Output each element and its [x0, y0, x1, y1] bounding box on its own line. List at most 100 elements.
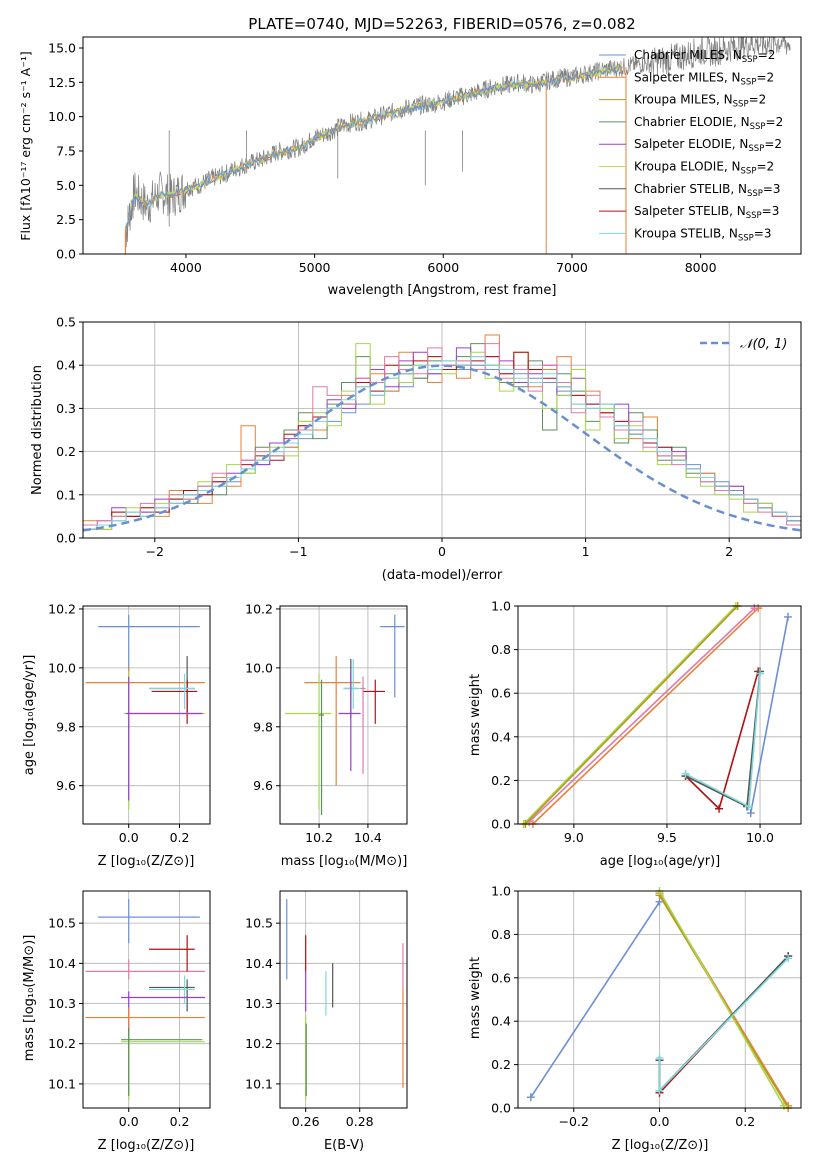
spectrum-xtick-label-2: 6000: [427, 260, 459, 275]
weight-vs-z-xtick-label-0: −0.2: [559, 1114, 589, 1129]
residuals-panel: −2 −1 0 1 2 0.0 0.1 0.2 0.3 0.4 0.5 (data-model)/e…: [30, 315, 802, 583]
mass-vs-z-ytick-label-3: 10.4: [48, 956, 76, 971]
residuals-xtick-label-2: 0: [438, 544, 446, 559]
mass-vs-z-plot-area: 0.0 0.2 10.1 10.2 10.3 10.4 10.5: [48, 890, 211, 1129]
residuals-ytick-label-0: 0.0: [56, 531, 76, 546]
weight-vs-age-xtick-label-0: 9.0: [564, 830, 584, 845]
weight-vs-age-marker-5-1: [715, 804, 724, 813]
residuals-plot-area: [82, 322, 802, 538]
age-vs-z-xtick-label-1: 0.2: [170, 830, 190, 845]
residuals-ytick-label-5: 0.5: [56, 315, 76, 330]
spectrum-ytick-label-2: 5.0: [56, 178, 76, 193]
residuals-xtick-label-4: 2: [725, 544, 733, 559]
mass-vs-ebv-xlabel: E(B-V): [324, 1138, 364, 1153]
spectrum-ylabel: Flux [fλ10⁻¹⁷ erg cm⁻² s⁻¹ A⁻¹]: [18, 51, 33, 240]
residuals-normal-curve: [82, 364, 802, 532]
weight-vs-z-ylabel: mass weight: [468, 957, 483, 1039]
residuals-hist-7: [83, 356, 801, 530]
mass-vs-z-xtick-label-1: 0.2: [170, 1114, 190, 1129]
weight-vs-age-ytick-label-4: 0.8: [491, 642, 511, 657]
weight-vs-z-ytick-label-0: 0.0: [491, 1101, 511, 1116]
residuals-xtick-label-3: 1: [582, 544, 590, 559]
spectrum-xtick-label-4: 8000: [685, 260, 717, 275]
age-vs-mass-ytick-label-0: 9.6: [253, 778, 273, 793]
age-vs-z-ylabel: age [log₁₀(age/yr)]: [22, 655, 37, 776]
weight-vs-age-ytick-label-5: 1.0: [491, 599, 511, 614]
mass-vs-z-xtick-label-0: 0.0: [119, 1114, 139, 1129]
mass-vs-z-ytick-label-1: 10.2: [48, 1036, 76, 1051]
weight-vs-age-frame: [517, 605, 802, 825]
weight-vs-age-marker-7-1: [744, 802, 753, 811]
spectrum-ytick-label-3: 7.5: [56, 143, 76, 158]
spectrum-xtick-label-1: 5000: [299, 260, 331, 275]
spectrum-plot-area: [124, 37, 791, 254]
spectrum-ticks: 4000 5000 6000 7000 8000 0.0 2.5 5.0 7.5 10.0 12.5…: [48, 40, 716, 275]
weight-vs-age-marker-7-2: [756, 669, 765, 678]
spectrum-legend-label-5: Kroupa ELODIE, NSSP=2: [634, 160, 774, 177]
mass-vs-ebv-ytick-label-4: 10.5: [245, 916, 273, 931]
age-vs-mass-xtick-label-1: 10.4: [354, 830, 382, 845]
mass-vs-ebv-panel: 0.26 0.28 10.1 10.2 10.3 10.4 10.5 E(B-V): [245, 890, 408, 1153]
mass-vs-z-panel: 0.0 0.2 10.1 10.2 10.3 10.4 10.5 Z [log₁₀(Z/Z⊙…: [22, 890, 211, 1153]
residuals-hist-6: [83, 343, 801, 526]
mass-vs-ebv-ytick-label-2: 10.3: [245, 996, 273, 1011]
weight-vs-age-ylabel: mass weight: [468, 674, 483, 756]
spectrum-legend-label-3: Chabrier ELODIE, NSSP=2: [634, 115, 783, 132]
mass-vs-ebv-ytick-label-3: 10.4: [245, 956, 273, 971]
spectrum-legend: Chabrier MILES, NSSP=2 Salpeter MILES, NS…: [599, 48, 783, 243]
weight-vs-age-ytick-label-1: 0.2: [491, 773, 511, 788]
age-vs-mass-ytick-label-3: 10.2: [245, 601, 273, 616]
spectrum-legend-label-2: Kroupa MILES, NSSP=2: [634, 93, 766, 110]
weight-vs-age-line-1: [532, 607, 759, 825]
spectrum-legend-label-6: Chabrier STELIB, NSSP=3: [634, 182, 781, 199]
weight-vs-z-xlabel: Z [log₁₀(Z/Z⊙)]: [612, 1138, 709, 1153]
weight-vs-age-panel: 9.0 9.5 10.0 0.0 0.2 0.4 0.6 0.8 1.0 age [log₁₀(…: [468, 599, 802, 869]
mass-vs-ebv-ytick-label-1: 10.2: [245, 1036, 273, 1051]
residuals-ytick-label-3: 0.3: [56, 401, 76, 416]
residuals-xlabel: (data-model)/error: [382, 568, 503, 583]
weight-vs-age-marker-0-1: [783, 612, 792, 621]
residuals-xtick-label-0: −2: [146, 544, 164, 559]
residuals-ticks: −2 −1 0 1 2 0.0 0.1 0.2 0.3 0.4 0.5: [56, 315, 733, 560]
age-vs-z-ytick-label-2: 10.0: [48, 660, 76, 675]
mass-vs-ebv-plot-area: 0.26 0.28 10.1 10.2 10.3 10.4 10.5: [245, 890, 408, 1129]
mass-vs-ebv-xtick-label-0: 0.26: [292, 1114, 320, 1129]
mass-vs-ebv-xtick-label-1: 0.28: [346, 1114, 374, 1129]
residuals-ylabel: Normed distribution: [30, 365, 45, 495]
mass-vs-z-frame: [82, 890, 211, 1109]
age-vs-z-frame: [82, 605, 211, 825]
spectrum-legend-label-8: Kroupa STELIB, NSSP=3: [634, 226, 772, 243]
weight-vs-age-ytick-label-3: 0.6: [491, 686, 511, 701]
spectrum-ytick-label-1: 2.5: [56, 212, 76, 227]
mass-vs-z-ylabel: mass [log₁₀(M/M⊙)]: [22, 935, 37, 1062]
weight-vs-z-ytick-label-1: 0.2: [491, 1057, 511, 1072]
age-vs-mass-xlabel: mass [log₁₀(M/M⊙)]: [281, 854, 408, 869]
weight-vs-z-line-0: [530, 901, 661, 1098]
weight-vs-z-ytick-label-5: 1.0: [491, 884, 511, 899]
residuals-ytick-label-1: 0.1: [56, 487, 76, 502]
spectrum-xtick-label-0: 4000: [170, 260, 202, 275]
age-vs-z-plot-area: 0.0 0.2 9.6 9.8 10.0 10.2: [48, 601, 211, 845]
weight-vs-z-panel: −0.2 0.0 0.2 0.0 0.2 0.4 0.6 0.8 1.0 Z [log₁₀(Z/…: [468, 884, 802, 1153]
residuals-ytick-label-2: 0.2: [56, 444, 76, 459]
weight-vs-age-marker-0-0: [746, 809, 755, 818]
spectrum-legend-label-0: Chabrier MILES, NSSP=2: [634, 48, 775, 65]
age-vs-z-ytick-label-0: 9.6: [56, 778, 76, 793]
weight-vs-z-line-3: [658, 890, 785, 1107]
weight-vs-age-line-3: [523, 605, 737, 825]
spectrum-ytick-label-0: 0.0: [56, 247, 76, 262]
weight-vs-z-marker-6-2: [784, 954, 793, 963]
mass-vs-z-xlabel: Z [log₁₀(Z/Z⊙)]: [98, 1138, 195, 1153]
residuals-legend: 𝒩(0, 1): [700, 337, 787, 352]
spectrum-legend-label-4: Salpeter ELODIE, NSSP=2: [634, 137, 782, 154]
age-vs-z-ytick-label-3: 10.2: [48, 601, 76, 616]
age-vs-mass-xtick-label-0: 10.2: [305, 830, 333, 845]
weight-vs-age-line-4: [524, 605, 739, 825]
age-vs-z-xlabel: Z [log₁₀(Z/Z⊙)]: [98, 854, 195, 869]
residuals-ytick-label-4: 0.4: [56, 358, 76, 373]
weight-vs-z-ytick-label-3: 0.6: [491, 970, 511, 985]
weight-vs-z-marker-0-0: [526, 1093, 535, 1102]
weight-vs-z-plot-area: −0.2 0.0 0.2 0.0 0.2 0.4 0.6 0.8 1.0: [491, 884, 802, 1129]
age-vs-z-ytick-label-1: 9.8: [56, 719, 76, 734]
